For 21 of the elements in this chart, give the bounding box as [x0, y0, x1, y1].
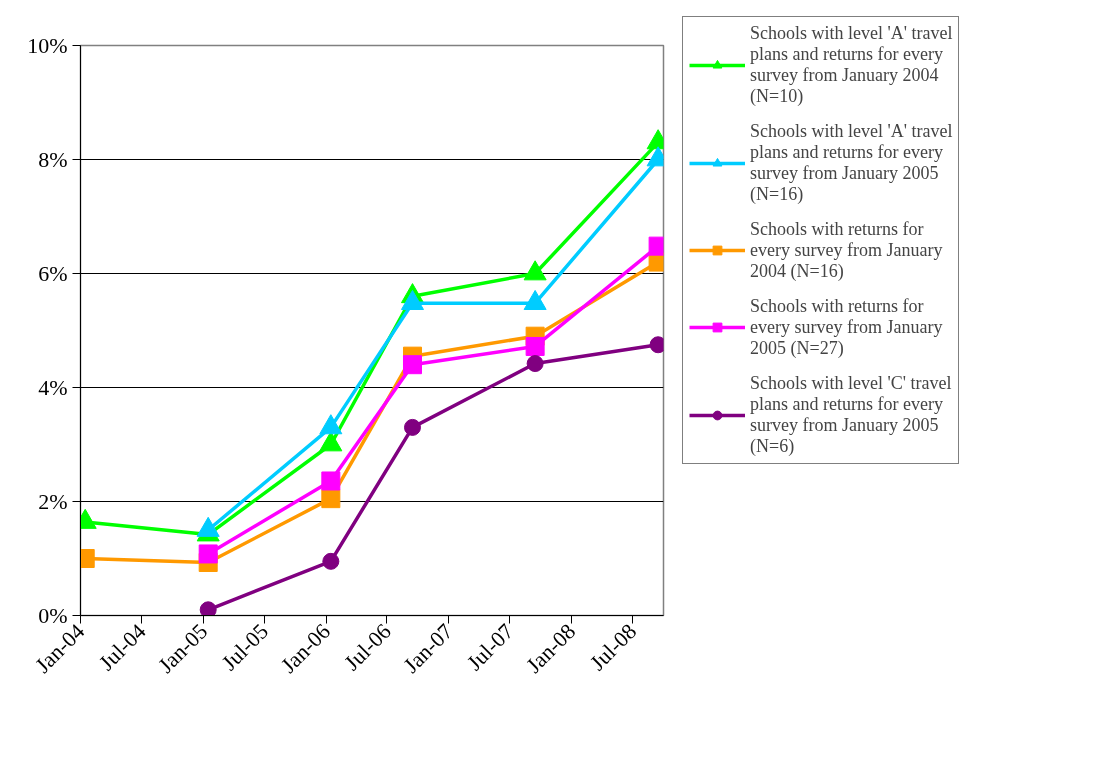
legend-label: Schools with level 'A' travel plans and returns for every survey from January 2005 (N=16) — [750, 120, 953, 205]
point — [321, 489, 341, 509]
point — [526, 355, 544, 373]
point — [198, 544, 218, 564]
y-tick-label: 0% — [38, 603, 68, 628]
point — [322, 552, 340, 570]
y-tick-label: 2% — [38, 489, 68, 514]
legend-label: Schools with returns for every survey from January 2005 (N=27) — [750, 295, 943, 359]
y-tick-label: 4% — [38, 375, 68, 400]
point — [321, 471, 341, 491]
legend-label: Schools with level 'A' travel plans and returns for every survey from January 2004 (N=10) — [750, 22, 953, 107]
point — [403, 418, 421, 436]
point — [402, 355, 422, 375]
y-tick-label: 6% — [38, 261, 68, 286]
y-tick-label: 8% — [38, 147, 68, 172]
legend-label: Schools with level 'C' travel plans and returns for every survey from January 2005 (N=6) — [750, 372, 952, 457]
y-tick-label: 10% — [27, 33, 68, 58]
point — [525, 336, 545, 356]
point — [199, 601, 217, 616]
legend-label: Schools with returns for every survey from January 2004 (N=16) — [750, 218, 943, 282]
point — [523, 260, 547, 281]
